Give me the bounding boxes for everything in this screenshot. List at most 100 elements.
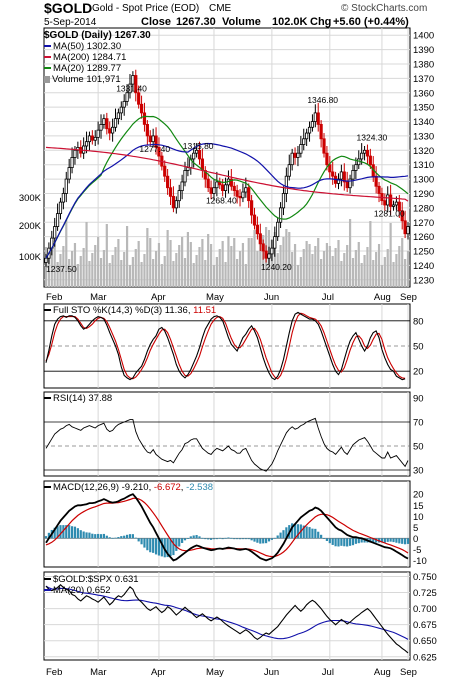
macd-hist-bar <box>279 532 282 539</box>
price-tick-label: 1310 <box>413 160 434 171</box>
volume-bar <box>291 252 294 287</box>
macd-hist-bar <box>79 530 82 539</box>
macd-hist-bar <box>267 538 271 542</box>
volume-bar <box>285 229 288 287</box>
volume-bar <box>97 237 100 287</box>
macd-hist-bar <box>404 538 407 545</box>
candle-body <box>122 100 126 108</box>
macd-hist-bar <box>183 538 187 541</box>
macd-swatch <box>44 486 51 489</box>
volume-bar <box>230 246 233 287</box>
sto-tick-label: 20 <box>413 367 424 378</box>
volume-bar <box>212 265 216 287</box>
rsi-tick-label: 90 <box>413 394 424 405</box>
candle-body <box>276 221 280 238</box>
candle-body <box>293 152 297 158</box>
date-label: 5-Sep-2014 <box>44 17 97 28</box>
macd-hist-bar <box>73 526 77 539</box>
ratio-swatch <box>44 578 51 581</box>
volume-bar <box>233 238 236 287</box>
macd-hist-bar <box>259 538 262 544</box>
candle-body <box>351 170 355 180</box>
candle-body <box>264 250 268 259</box>
macd-hist-bar <box>311 528 314 539</box>
volume-bar <box>282 237 285 287</box>
macd-hist-bar <box>351 538 355 546</box>
macd-hist-bar <box>146 538 149 551</box>
candle-body <box>261 243 265 252</box>
volume-bar <box>163 256 166 287</box>
volume-bar <box>328 246 331 287</box>
candle-body <box>64 178 68 194</box>
sto-k-line <box>45 311 406 381</box>
macd-hist-bar <box>241 538 245 540</box>
volume-bar <box>369 221 372 287</box>
volume-bar <box>259 243 262 287</box>
rsi-tick-label: 70 <box>413 418 424 429</box>
ratio-legend: $GOLD:$SPX 0.631 MA(20) 0.652 <box>44 574 139 596</box>
volume-bar <box>44 247 48 287</box>
macd-hist-bar <box>120 536 123 539</box>
panel-frame <box>43 480 411 568</box>
macd-tick-label: 5 <box>413 523 418 534</box>
volume-bar <box>380 265 384 287</box>
macd-hist-bar <box>305 526 308 539</box>
volume-bar <box>85 222 88 287</box>
price-tick-label: 1380 <box>413 59 434 70</box>
candle-body <box>258 233 262 245</box>
macd-hist-bar <box>140 538 143 545</box>
macd-tick-label: -10 <box>413 556 427 567</box>
macd-hist-bar <box>262 538 265 544</box>
macd-hist-bar <box>105 535 108 539</box>
candle-body <box>287 164 291 177</box>
volume-bar <box>88 261 91 287</box>
volume-bar <box>238 251 242 287</box>
chg-label: Chg <box>310 16 332 28</box>
macd-hist-bar <box>99 534 103 539</box>
macd-hist-bar <box>276 535 279 539</box>
candle-body <box>84 141 89 147</box>
rsi-line <box>45 417 409 472</box>
volume-bar <box>404 259 407 287</box>
candle-body <box>99 124 103 131</box>
macd-hist-bar <box>348 538 352 546</box>
macd-hist-bar <box>59 525 62 539</box>
macd-hist-bar <box>94 534 97 539</box>
close-value: 1267.30 <box>176 16 216 28</box>
macd-hist-bar <box>154 538 158 555</box>
sto-title: Full STO %K(14,3) %D(3) <box>53 305 163 316</box>
volume-bar <box>276 253 279 287</box>
macd-line <box>45 493 409 562</box>
macd-hist-bar <box>201 537 204 539</box>
volume-bar <box>288 232 291 287</box>
macd-hist-bar <box>181 538 184 543</box>
volume-bar <box>401 238 404 287</box>
panel-frame <box>43 571 411 661</box>
volume-bar <box>386 249 389 287</box>
volume-bar <box>204 260 207 287</box>
macd-tick-label: -5 <box>413 545 421 556</box>
macd-hist-bar <box>111 537 114 539</box>
macd-hist-bar <box>212 538 216 540</box>
candle-body <box>197 149 202 160</box>
chg-value: +5.60 (+0.44%) <box>333 16 409 28</box>
volume-bar <box>56 262 59 287</box>
macd-hist-bar <box>62 525 65 539</box>
macd-hist-bar <box>233 538 236 540</box>
volume-bar <box>279 245 282 287</box>
volume-bar <box>357 242 360 287</box>
candle-body <box>145 124 149 137</box>
volume-bar <box>143 254 146 287</box>
candle-body <box>192 152 196 160</box>
ma50-line <box>45 142 409 259</box>
macd-hist-bar <box>88 532 91 539</box>
candle-body <box>119 106 123 114</box>
macd-hist-bar <box>314 528 317 539</box>
volume-bar <box>293 244 297 287</box>
candle-body <box>250 200 254 216</box>
volume-bar <box>299 257 302 287</box>
volume-bar <box>215 257 218 287</box>
volume-bar <box>253 230 256 287</box>
volume-bar <box>389 223 392 287</box>
macd-tick-label: 0 <box>413 534 418 545</box>
